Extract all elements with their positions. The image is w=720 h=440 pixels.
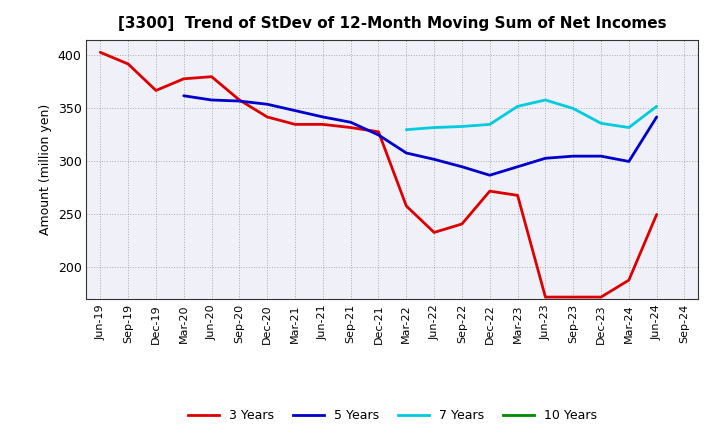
5 Years xyxy=(485,172,494,178)
Line: 5 Years: 5 Years xyxy=(184,96,657,175)
7 Years xyxy=(652,104,661,109)
7 Years xyxy=(402,127,410,132)
3 Years xyxy=(207,74,216,79)
7 Years xyxy=(569,106,577,111)
Line: 3 Years: 3 Years xyxy=(100,52,657,297)
7 Years xyxy=(485,122,494,127)
3 Years xyxy=(485,188,494,194)
3 Years xyxy=(597,294,606,300)
3 Years xyxy=(402,203,410,209)
5 Years xyxy=(235,99,243,104)
Title: [3300]  Trend of StDev of 12-Month Moving Sum of Net Incomes: [3300] Trend of StDev of 12-Month Moving… xyxy=(118,16,667,32)
3 Years xyxy=(652,212,661,217)
3 Years xyxy=(96,50,104,55)
3 Years xyxy=(569,294,577,300)
5 Years xyxy=(263,102,271,107)
3 Years xyxy=(152,88,161,93)
3 Years xyxy=(458,221,467,227)
7 Years xyxy=(597,121,606,126)
5 Years xyxy=(569,154,577,159)
3 Years xyxy=(263,114,271,120)
5 Years xyxy=(179,93,188,99)
Line: 7 Years: 7 Years xyxy=(406,100,657,130)
5 Years xyxy=(430,157,438,162)
3 Years xyxy=(513,193,522,198)
Y-axis label: Amount (million yen): Amount (million yen) xyxy=(39,104,52,235)
3 Years xyxy=(624,278,633,283)
5 Years xyxy=(541,156,550,161)
3 Years xyxy=(124,61,132,66)
3 Years xyxy=(235,97,243,103)
7 Years xyxy=(458,124,467,129)
5 Years xyxy=(207,97,216,103)
5 Years xyxy=(652,114,661,120)
5 Years xyxy=(624,159,633,164)
3 Years xyxy=(430,230,438,235)
3 Years xyxy=(318,122,327,127)
5 Years xyxy=(513,164,522,169)
7 Years xyxy=(541,97,550,103)
5 Years xyxy=(318,114,327,120)
5 Years xyxy=(458,164,467,169)
7 Years xyxy=(430,125,438,130)
3 Years xyxy=(179,76,188,81)
3 Years xyxy=(346,125,355,130)
5 Years xyxy=(374,132,383,138)
3 Years xyxy=(541,294,550,300)
7 Years xyxy=(624,125,633,130)
Legend: 3 Years, 5 Years, 7 Years, 10 Years: 3 Years, 5 Years, 7 Years, 10 Years xyxy=(183,404,602,427)
3 Years xyxy=(374,129,383,135)
5 Years xyxy=(402,150,410,156)
5 Years xyxy=(597,154,606,159)
5 Years xyxy=(291,108,300,113)
5 Years xyxy=(346,120,355,125)
7 Years xyxy=(513,104,522,109)
3 Years xyxy=(291,122,300,127)
